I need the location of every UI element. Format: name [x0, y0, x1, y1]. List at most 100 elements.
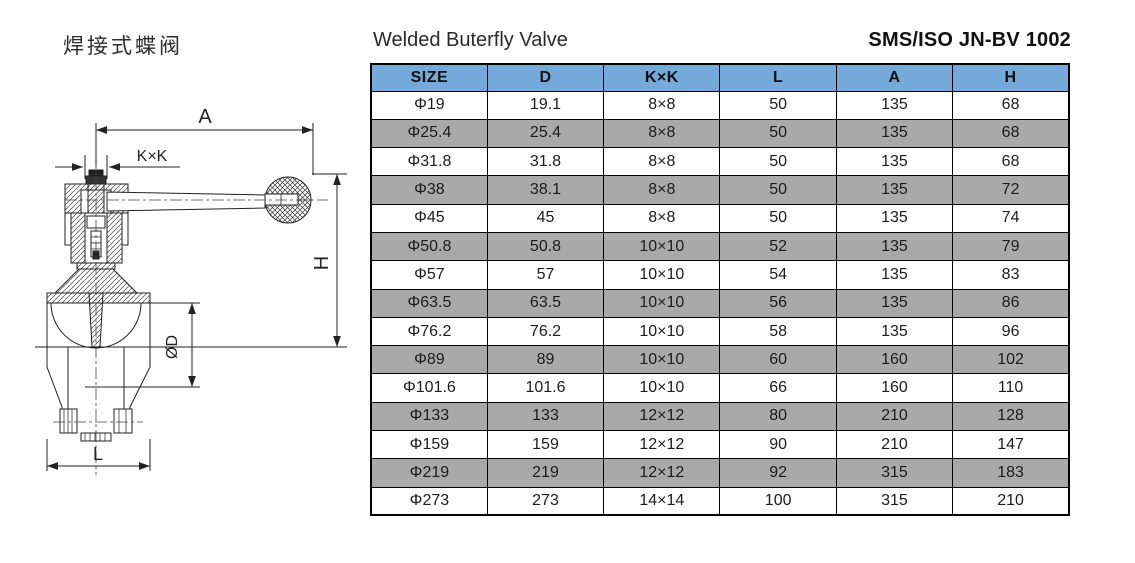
- table-cell: 50: [719, 147, 837, 177]
- table-cell: 135: [835, 231, 954, 262]
- table-cell: Φ273: [370, 486, 488, 516]
- table-row: Φ159 159 12×12 90 210 147: [370, 430, 1070, 460]
- dim-a-label: A: [198, 106, 212, 128]
- table-cell: 68: [952, 90, 1070, 120]
- table-cell: 315: [835, 458, 954, 488]
- valve-drawing-svg: A K×K H ØD: [35, 106, 347, 475]
- table-cell: 100: [719, 486, 837, 516]
- table-cell: 135: [835, 175, 954, 205]
- dimension-kxk: K×K: [55, 148, 180, 179]
- table-cell: 79: [952, 231, 1070, 262]
- table-cell: 135: [835, 260, 954, 290]
- table-cell: Φ133: [370, 401, 488, 432]
- table-cell: 135: [835, 147, 954, 177]
- table-cell: 68: [952, 118, 1070, 149]
- column-header: SIZE: [370, 63, 488, 92]
- table-cell: 45: [486, 203, 605, 233]
- table-cell: 110: [952, 373, 1070, 403]
- dim-h-label: H: [311, 256, 333, 270]
- table-cell: Φ50.8: [370, 231, 488, 262]
- table-row: Φ57 57 10×10 54 135 83: [370, 260, 1070, 290]
- table-cell: 66: [719, 373, 837, 403]
- table-cell: 133: [486, 401, 605, 432]
- table-cell: Φ57: [370, 260, 488, 290]
- table-cell: 135: [835, 90, 954, 120]
- table-cell: 8×8: [603, 175, 721, 205]
- table-cell: 63.5: [486, 288, 605, 318]
- table-cell: 72: [952, 175, 1070, 205]
- table-cell: 25.4: [486, 118, 605, 149]
- table-cell: 12×12: [603, 430, 721, 460]
- dim-l-label: L: [93, 444, 103, 464]
- dimension-a: A: [95, 106, 314, 175]
- table-cell: 38.1: [486, 175, 605, 205]
- table-cell: Φ38: [370, 175, 488, 205]
- table-cell: 68: [952, 147, 1070, 177]
- table-cell: 90: [719, 430, 837, 460]
- table-cell: 8×8: [603, 118, 721, 149]
- table-cell: 92: [719, 458, 837, 488]
- table-cell: 315: [835, 486, 954, 516]
- table-row: Φ19 19.1 8×8 50 135 68: [370, 90, 1070, 120]
- table-cell: 31.8: [486, 147, 605, 177]
- table-cell: 102: [952, 345, 1070, 375]
- table-cell: Φ89: [370, 345, 488, 375]
- table-cell: 10×10: [603, 260, 721, 290]
- table-cell: 135: [835, 316, 954, 347]
- spec-table-body: Φ19 19.1 8×8 50 135 68 Φ25.4 25.4 8×8 50 135 68 Φ31.…: [370, 90, 1070, 516]
- page-title-chinese: 焊接式蝶阀: [63, 34, 183, 58]
- table-cell: 76.2: [486, 316, 605, 347]
- table-cell: 210: [952, 486, 1070, 516]
- table-cell: 135: [835, 118, 954, 149]
- column-header: D: [486, 63, 605, 92]
- valve-body: [46, 292, 151, 442]
- table-cell: 210: [835, 430, 954, 460]
- column-header: A: [835, 63, 954, 92]
- standard-code: SMS/ISO JN-BV 1002: [868, 29, 1071, 51]
- table-cell: 60: [719, 345, 837, 375]
- table-cell: 10×10: [603, 373, 721, 403]
- dim-od-label: ØD: [164, 335, 181, 359]
- table-cell: Φ76.2: [370, 316, 488, 347]
- dim-kxk-label: K×K: [137, 148, 168, 165]
- table-cell: Φ101.6: [370, 373, 488, 403]
- table-cell: 147: [952, 430, 1070, 460]
- table-cell: 219: [486, 458, 605, 488]
- table-cell: 183: [952, 458, 1070, 488]
- table-cell: 86: [952, 288, 1070, 318]
- table-cell: 96: [952, 316, 1070, 347]
- table-cell: 83: [952, 260, 1070, 290]
- table-cell: Φ31.8: [370, 147, 488, 177]
- table-cell: 12×12: [603, 401, 721, 432]
- table-cell: 160: [835, 373, 954, 403]
- table-row: Φ101.6 101.6 10×10 66 160 110: [370, 373, 1070, 403]
- dimension-spec-table: SIZE D K×K L A H Φ19 19.1 8×8 50 135 68 Φ25.4 25.4 8×…: [370, 63, 1070, 517]
- table-cell: 12×12: [603, 458, 721, 488]
- table-cell: 159: [486, 430, 605, 460]
- dimension-l: L: [46, 439, 151, 471]
- table-row: Φ219 219 12×12 92 315 183: [370, 458, 1070, 488]
- table-cell: 135: [835, 288, 954, 318]
- table-cell: 101.6: [486, 373, 605, 403]
- table-cell: 10×10: [603, 231, 721, 262]
- table-cell: Φ19: [370, 90, 488, 120]
- table-cell: 10×10: [603, 288, 721, 318]
- table-cell: 50: [719, 203, 837, 233]
- table-cell: Φ159: [370, 430, 488, 460]
- table-row: Φ133 133 12×12 80 210 128: [370, 401, 1070, 432]
- table-cell: 10×10: [603, 316, 721, 347]
- actuator-head: [53, 169, 139, 294]
- table-row: Φ38 38.1 8×8 50 135 72: [370, 175, 1070, 205]
- table-cell: 80: [719, 401, 837, 432]
- table-row: Φ45 45 8×8 50 135 74: [370, 203, 1070, 233]
- table-cell: Φ25.4: [370, 118, 488, 149]
- table-row: Φ63.5 63.5 10×10 56 135 86: [370, 288, 1070, 318]
- table-cell: Φ45: [370, 203, 488, 233]
- table-cell: 50: [719, 175, 837, 205]
- table-row: Φ76.2 76.2 10×10 58 135 96: [370, 316, 1070, 347]
- table-cell: 50: [719, 90, 837, 120]
- table-cell: 57: [486, 260, 605, 290]
- table-cell: 160: [835, 345, 954, 375]
- table-cell: 14×14: [603, 486, 721, 516]
